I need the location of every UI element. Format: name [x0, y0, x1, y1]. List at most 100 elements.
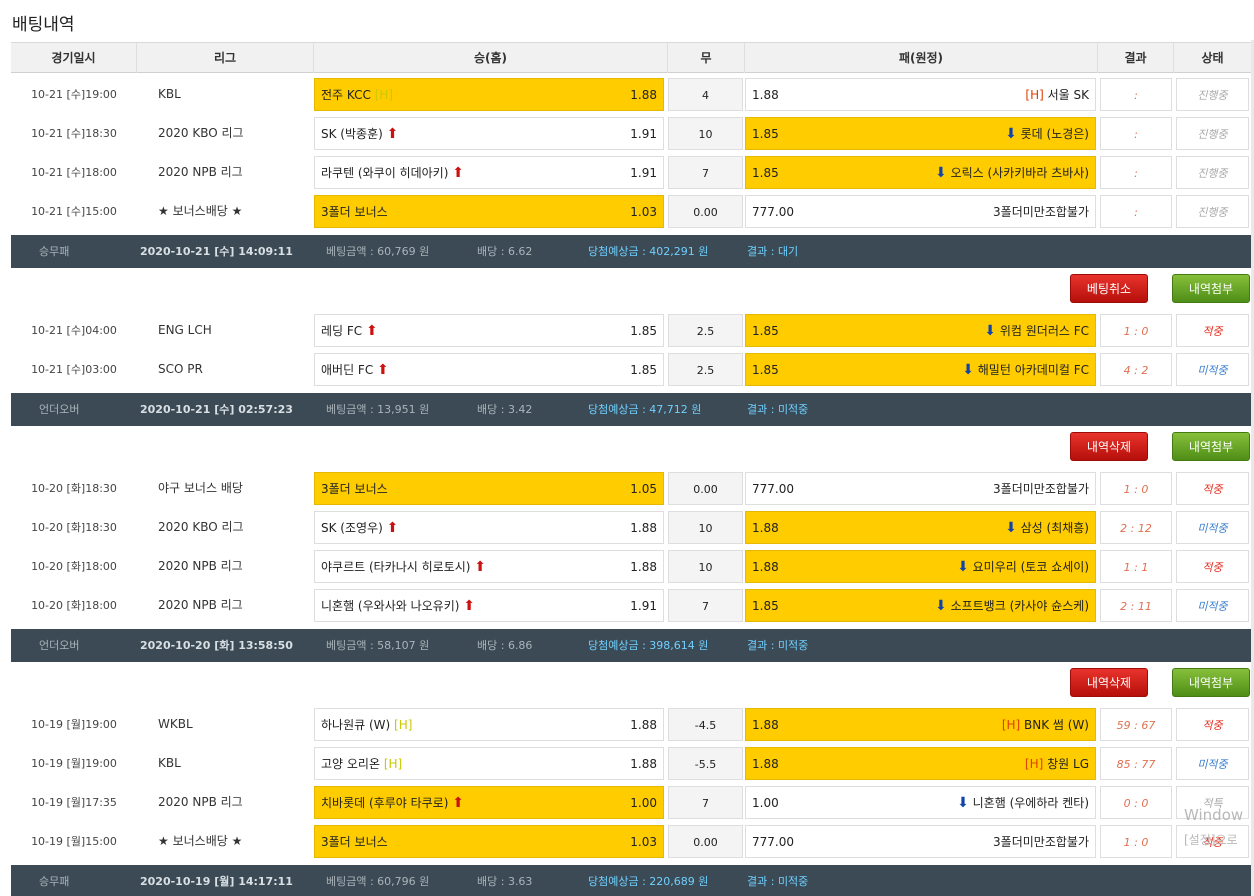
- bet-summary-bar: 승무패 2020-10-19 [월] 14:17:11 베팅금액 : 60,796 …: [11, 865, 1251, 896]
- delete-history-button[interactable]: 내역삭제: [1070, 668, 1148, 697]
- home-bet-cell[interactable]: 전주 KCC [H] 1.88: [314, 78, 664, 111]
- home-team: SK (조영우) ⬆: [321, 520, 399, 536]
- column-header: 패(원정): [745, 43, 1098, 73]
- away-bet-cell[interactable]: 1.88 ⬇ 삼성 (최채흥): [745, 511, 1096, 544]
- windows-activation-watermark-sub: [설정]으로: [1184, 833, 1238, 847]
- draw-cell[interactable]: 10: [668, 511, 743, 544]
- away-odds: 1.00: [752, 796, 779, 810]
- away-team: 3폴더미만조합불가: [993, 482, 1089, 496]
- draw-cell[interactable]: 0.00: [668, 825, 743, 858]
- away-team: [H] 창원 LG: [1024, 757, 1089, 771]
- match-datetime: 10-21 [수]19:00: [31, 88, 117, 101]
- home-bet-cell[interactable]: 야쿠르트 (타카나시 히로토시) ⬆ 1.88: [314, 550, 664, 583]
- away-bet-cell[interactable]: 1.88 [H] 서울 SK: [745, 78, 1096, 111]
- table-row: 10-19 [월]15:00 ★ 보너스배당 ★ 3폴더 보너스 1.03 0.00 7…: [11, 822, 1251, 861]
- away-bet-cell[interactable]: 1.85 ⬇ 소프트뱅크 (카사야 슌스케): [745, 589, 1096, 622]
- draw-cell[interactable]: 7: [668, 156, 743, 189]
- handicap-mark: [H]: [374, 88, 394, 102]
- home-bet-cell[interactable]: 3폴더 보너스 1.05: [314, 472, 664, 505]
- bet-result: 결과 : 대기: [747, 245, 799, 258]
- bet-odds: 배당 : 6.62: [477, 245, 533, 258]
- draw-cell[interactable]: 10: [668, 117, 743, 150]
- league-name: ENG LCH: [158, 323, 212, 337]
- table-row: 10-20 [화]18:30 2020 KBO 리그 SK (조영우) ⬆ 1.88 1…: [11, 508, 1251, 547]
- away-bet-cell[interactable]: 777.00 3폴더미만조합불가: [745, 195, 1096, 228]
- home-bet-cell[interactable]: 3폴더 보너스 1.03: [314, 825, 664, 858]
- table-row: 10-21 [수]18:30 2020 KBO 리그 SK (박종훈) ⬆ 1.91 1…: [11, 114, 1251, 153]
- away-bet-cell[interactable]: 1.88 ⬇ 요미우리 (토코 쇼세이): [745, 550, 1096, 583]
- home-bet-cell[interactable]: 3폴더 보너스 1.03: [314, 195, 664, 228]
- home-bet-cell[interactable]: 하나원큐 (W) [H] 1.88: [314, 708, 664, 741]
- home-bet-cell[interactable]: 치바롯데 (후루야 타쿠로) ⬆ 1.00: [314, 786, 664, 819]
- away-team: ⬇ 위컴 원더러스 FC: [984, 323, 1089, 339]
- home-bet-cell[interactable]: 레딩 FC ⬆ 1.85: [314, 314, 664, 347]
- score: :: [1134, 206, 1138, 219]
- away-odds: 1.85: [752, 166, 779, 180]
- away-bet-cell[interactable]: 1.85 ⬇ 오릭스 (사카키바라 츠바사): [745, 156, 1096, 189]
- match-datetime: 10-19 [월]19:00: [31, 718, 117, 731]
- draw-cell[interactable]: 2.5: [668, 314, 743, 347]
- home-team: 레딩 FC ⬆: [321, 323, 378, 339]
- home-team: SK (박종훈) ⬆: [321, 126, 399, 142]
- draw-value: 10: [698, 128, 713, 141]
- away-team: 3폴더미만조합불가: [993, 835, 1089, 849]
- bet-odds: 배당 : 6.86: [477, 639, 533, 652]
- arrow-up-icon: ⬆: [452, 795, 464, 811]
- draw-cell[interactable]: 0.00: [668, 195, 743, 228]
- draw-cell[interactable]: -4.5: [668, 708, 743, 741]
- draw-cell[interactable]: 4: [668, 78, 743, 111]
- away-bet-cell[interactable]: 1.85 ⬇ 위컴 원더러스 FC: [745, 314, 1096, 347]
- away-bet-cell[interactable]: 1.85 ⬇ 롯데 (노경은): [745, 117, 1096, 150]
- result-cell: :: [1100, 117, 1172, 150]
- table-row: 10-21 [수]15:00 ★ 보너스배당 ★ 3폴더 보너스 1.03 0.00 7…: [11, 192, 1251, 231]
- home-bet-cell[interactable]: 니혼햄 (우와사와 나오유키) ⬆ 1.91: [314, 589, 664, 622]
- scrollbar[interactable]: [1251, 40, 1254, 896]
- draw-cell[interactable]: 7: [668, 589, 743, 622]
- table-row: 10-21 [수]03:00 SCO PR 애버딘 FC ⬆ 1.85 2.5 1.85 ⬇…: [11, 350, 1251, 389]
- status-cell: 적중: [1176, 550, 1249, 583]
- draw-cell[interactable]: 7: [668, 786, 743, 819]
- handicap-mark: [H]: [394, 718, 413, 732]
- home-bet-cell[interactable]: 애버딘 FC ⬆ 1.85: [314, 353, 664, 386]
- home-team: 애버딘 FC ⬆: [321, 362, 389, 378]
- away-bet-cell[interactable]: 1.85 ⬇ 해밀턴 아카데미컬 FC: [745, 353, 1096, 386]
- attach-history-button[interactable]: 내역첨부: [1172, 668, 1250, 697]
- status-cell: 적중: [1176, 825, 1249, 858]
- draw-value: -4.5: [694, 719, 717, 732]
- arrow-up-icon: ⬆: [386, 520, 399, 536]
- home-bet-cell[interactable]: SK (조영우) ⬆ 1.88: [314, 511, 664, 544]
- result-cell: :: [1100, 195, 1172, 228]
- status-badge: 적중: [1202, 719, 1223, 732]
- score: :: [1134, 89, 1138, 102]
- home-team: 고양 오리온 [H]: [321, 757, 403, 771]
- home-team: 전주 KCC [H]: [321, 88, 394, 102]
- draw-cell[interactable]: -5.5: [668, 747, 743, 780]
- table-row: 10-21 [수]04:00 ENG LCH 레딩 FC ⬆ 1.85 2.5 1.85 ⬇…: [11, 311, 1251, 350]
- away-bet-cell[interactable]: 1.00 ⬇ 니혼햄 (우에하라 켄타): [745, 786, 1096, 819]
- cancel-bet-button[interactable]: 베팅취소: [1070, 274, 1148, 303]
- result-cell: 59 : 67: [1100, 708, 1172, 741]
- home-bet-cell[interactable]: 고양 오리온 [H] 1.88: [314, 747, 664, 780]
- status-badge: 적중: [1202, 561, 1223, 574]
- result-cell: 1 : 0: [1100, 472, 1172, 505]
- league-name: 2020 KBO 리그: [158, 520, 244, 534]
- league-name: KBL: [158, 756, 181, 770]
- home-bet-cell[interactable]: SK (박종훈) ⬆ 1.91: [314, 117, 664, 150]
- attach-history-button[interactable]: 내역첨부: [1172, 432, 1250, 461]
- match-datetime: 10-21 [수]18:00: [31, 166, 117, 179]
- table-row: 10-21 [수]18:00 2020 NPB 리그 라쿠텐 (와쿠이 히데아키) …: [11, 153, 1251, 192]
- home-bet-cell[interactable]: 라쿠텐 (와쿠이 히데아키) ⬆ 1.91: [314, 156, 664, 189]
- draw-cell[interactable]: 0.00: [668, 472, 743, 505]
- delete-history-button[interactable]: 내역삭제: [1070, 432, 1148, 461]
- home-odds: 1.85: [630, 324, 657, 338]
- away-bet-cell[interactable]: 1.88 [H] 창원 LG: [745, 747, 1096, 780]
- away-team: ⬇ 롯데 (노경은): [1005, 126, 1089, 142]
- away-bet-cell[interactable]: 777.00 3폴더미만조합불가: [745, 472, 1096, 505]
- attach-history-button[interactable]: 내역첨부: [1172, 274, 1250, 303]
- draw-cell[interactable]: 2.5: [668, 353, 743, 386]
- away-bet-cell[interactable]: 1.88 [H] BNK 썸 (W): [745, 708, 1096, 741]
- match-datetime: 10-19 [월]15:00: [31, 835, 117, 848]
- away-bet-cell[interactable]: 777.00 3폴더미만조합불가: [745, 825, 1096, 858]
- bet-amount: 베팅금액 : 58,107 원: [326, 639, 430, 652]
- draw-cell[interactable]: 10: [668, 550, 743, 583]
